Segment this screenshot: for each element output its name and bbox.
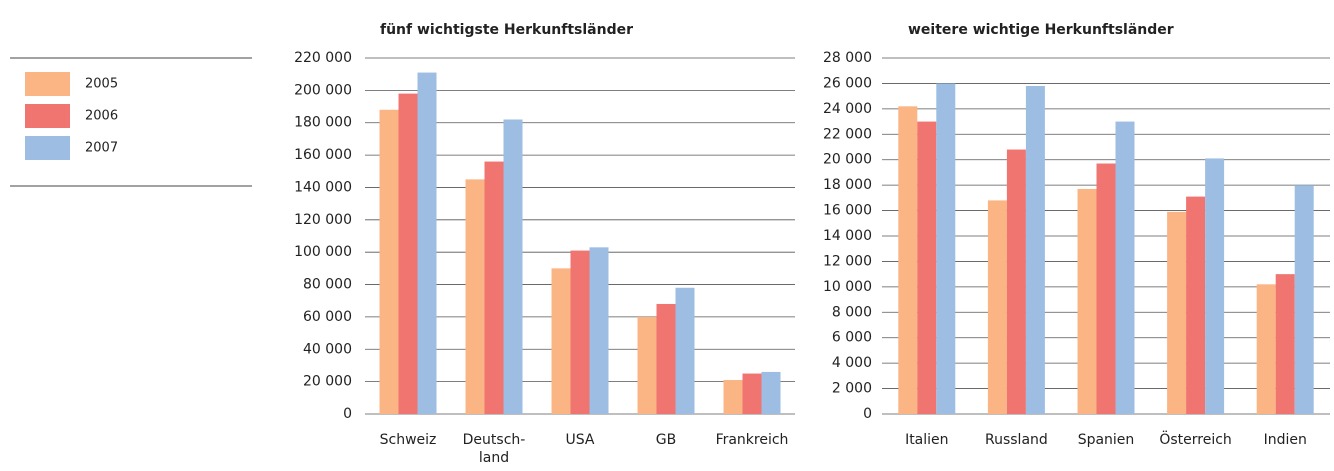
- bar: [987, 200, 1007, 414]
- y-tick-label: 4 000: [832, 355, 872, 371]
- bar: [551, 268, 571, 414]
- y-tick-label: 14 000: [823, 228, 872, 244]
- y-tick-label: 40 000: [303, 341, 352, 357]
- y-tick-label: 8 000: [832, 304, 872, 320]
- bar: [656, 303, 676, 414]
- y-tick-label: 200 000: [294, 82, 352, 98]
- x-tick-label: Frankreich: [716, 432, 789, 448]
- bar: [1205, 158, 1225, 414]
- legend-label: 2007: [85, 141, 118, 156]
- y-tick-label: 20 000: [303, 374, 352, 390]
- y-tick-label: 16 000: [823, 203, 872, 219]
- bar: [417, 72, 437, 415]
- x-tick-label: Indien: [1264, 432, 1307, 448]
- x-tick-label: GB: [656, 432, 676, 448]
- bar: [742, 373, 762, 414]
- legend-swatch: [25, 72, 70, 96]
- legend-swatch: [25, 104, 70, 128]
- bar: [1256, 284, 1276, 414]
- y-tick-label: 6 000: [832, 330, 872, 346]
- bar: [1077, 188, 1097, 414]
- y-tick-label: 100 000: [294, 244, 352, 260]
- bar: [936, 83, 956, 414]
- y-tick-label: 80 000: [303, 277, 352, 293]
- bar: [761, 371, 781, 414]
- bar: [723, 380, 743, 414]
- y-tick-label: 0: [343, 406, 352, 422]
- x-tick-label: Österreich: [1159, 430, 1231, 448]
- bar: [917, 121, 937, 415]
- y-tick-label: 180 000: [294, 115, 352, 131]
- x-tick-label: Schweiz: [380, 432, 437, 448]
- bar: [1096, 163, 1116, 414]
- y-tick-label: 120 000: [294, 212, 352, 228]
- chart-title: fünf wichtigste Herkunftsländer: [380, 22, 633, 38]
- chart-title: weitere wichtige Herkunftsländer: [908, 22, 1174, 38]
- y-tick-label: 12 000: [823, 253, 872, 269]
- y-tick-label: 2 000: [832, 381, 872, 397]
- bar: [1115, 121, 1135, 415]
- bar: [589, 247, 609, 414]
- y-tick-label: 22 000: [823, 126, 872, 142]
- y-tick-label: 26 000: [823, 75, 872, 91]
- y-tick-label: 0: [863, 406, 872, 422]
- bar: [675, 287, 695, 414]
- y-tick-label: 10 000: [823, 279, 872, 295]
- y-tick-label: 160 000: [294, 147, 352, 163]
- y-tick-label: 60 000: [303, 309, 352, 325]
- bar: [465, 179, 485, 414]
- bar: [398, 93, 418, 414]
- bar: [1167, 211, 1187, 414]
- x-tick-label: Deutsch-land: [463, 432, 526, 466]
- legend-swatch: [25, 136, 70, 160]
- bar: [1294, 185, 1314, 414]
- bar: [1186, 196, 1206, 414]
- y-tick-label: 24 000: [823, 101, 872, 117]
- bar: [379, 109, 399, 415]
- bar: [503, 119, 523, 414]
- bar: [637, 316, 657, 414]
- y-tick-label: 20 000: [823, 152, 872, 168]
- legend-label: 2006: [85, 109, 118, 124]
- x-tick-label: Italien: [905, 432, 948, 448]
- legend-label: 2005: [85, 77, 118, 92]
- bar: [570, 250, 590, 414]
- x-tick-label: Russland: [985, 432, 1048, 448]
- bar: [1025, 85, 1045, 414]
- x-tick-label: USA: [566, 432, 595, 448]
- bar: [1275, 274, 1295, 414]
- x-tick-label: Spanien: [1078, 432, 1135, 448]
- bar: [898, 106, 918, 415]
- y-tick-label: 28 000: [823, 50, 872, 66]
- y-tick-label: 140 000: [294, 179, 352, 195]
- y-tick-label: 18 000: [823, 177, 872, 193]
- bar: [1006, 149, 1026, 415]
- y-tick-label: 220 000: [294, 50, 352, 66]
- bar: [484, 161, 504, 414]
